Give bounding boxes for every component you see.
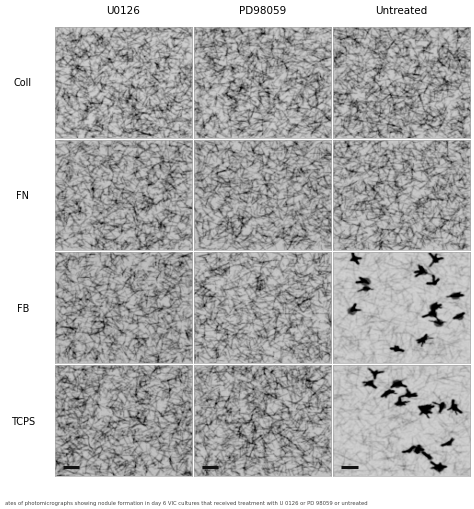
Text: TCPS: TCPS: [11, 416, 35, 426]
Text: FB: FB: [17, 303, 29, 313]
Text: FN: FN: [17, 191, 29, 201]
Text: U0126: U0126: [106, 6, 140, 16]
Text: Untreated: Untreated: [375, 6, 428, 16]
Text: ates of photomicrographs showing nodule formation in day 6 VIC cultures that rec: ates of photomicrographs showing nodule …: [5, 500, 367, 505]
Text: PD98059: PD98059: [239, 6, 286, 16]
Text: Coll: Coll: [14, 78, 32, 88]
